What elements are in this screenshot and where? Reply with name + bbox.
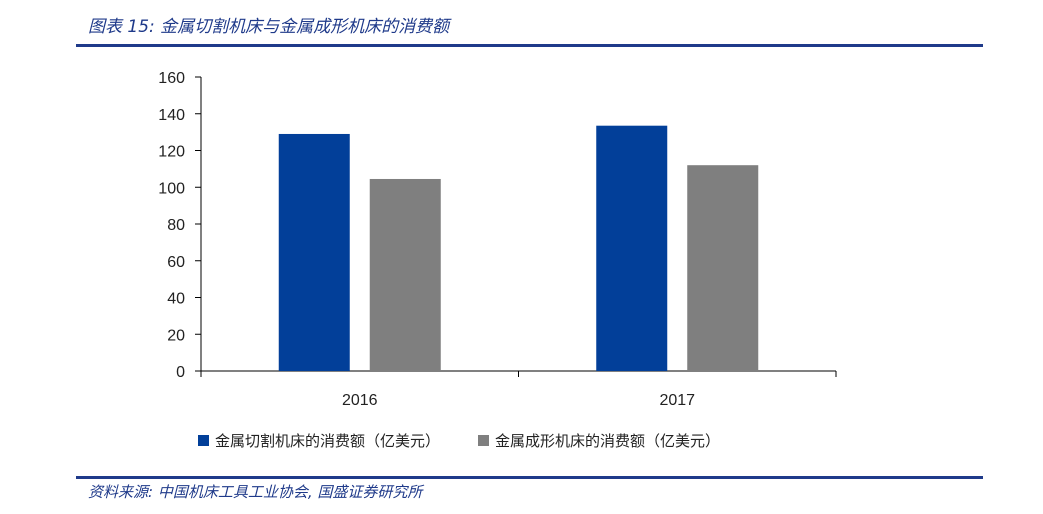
source-note: 资料来源: 中国机床工具工业协会, 国盛证券研究所 [88, 483, 423, 501]
bar-series-1-2016 [278, 133, 350, 371]
y-axis: 0 20 40 60 80 100 120 140 160 [158, 70, 202, 381]
legend-swatch-series-1 [198, 435, 209, 446]
y-tick-label: 140 [158, 107, 185, 124]
y-tick-label: 120 [158, 144, 185, 161]
bar-series-1-2017 [596, 125, 668, 371]
y-tick-label: 40 [167, 291, 185, 308]
legend-label-series-1: 金属切割机床的消费额（亿美元） [215, 432, 441, 450]
legend-item-series-2: 金属成形机床的消费额（亿美元） [478, 430, 720, 451]
x-axis: 2016 2017 [200, 370, 837, 409]
y-tick-label: 160 [158, 70, 185, 87]
bar-chart: 0 20 40 60 80 100 120 140 160 2016 2017 [158, 70, 837, 409]
legend-swatch-series-2 [478, 435, 490, 446]
y-tick-label: 80 [167, 217, 185, 234]
y-tick-label: 60 [167, 254, 185, 271]
header-divider [76, 44, 983, 47]
figure-title: 图表 15: 金属切割机床与金属成形机床的消费额 [88, 17, 450, 37]
bar-series-2-2017 [687, 165, 759, 371]
legend-label-series-2: 金属成形机床的消费额（亿美元） [495, 432, 721, 450]
legend-item-series-1: 金属切割机床的消费额（亿美元） [198, 430, 440, 451]
footer-divider [76, 476, 983, 479]
y-tick-label: 0 [176, 364, 185, 381]
x-tick-label: 2016 [342, 392, 378, 409]
bars [278, 125, 759, 371]
x-tick-label: 2017 [659, 392, 695, 409]
legend: 金属切割机床的消费额（亿美元） 金属成形机床的消费额（亿美元） [198, 430, 720, 451]
y-tick-label: 100 [158, 180, 185, 197]
y-tick-label: 20 [167, 327, 185, 344]
bar-series-2-2016 [369, 178, 441, 371]
